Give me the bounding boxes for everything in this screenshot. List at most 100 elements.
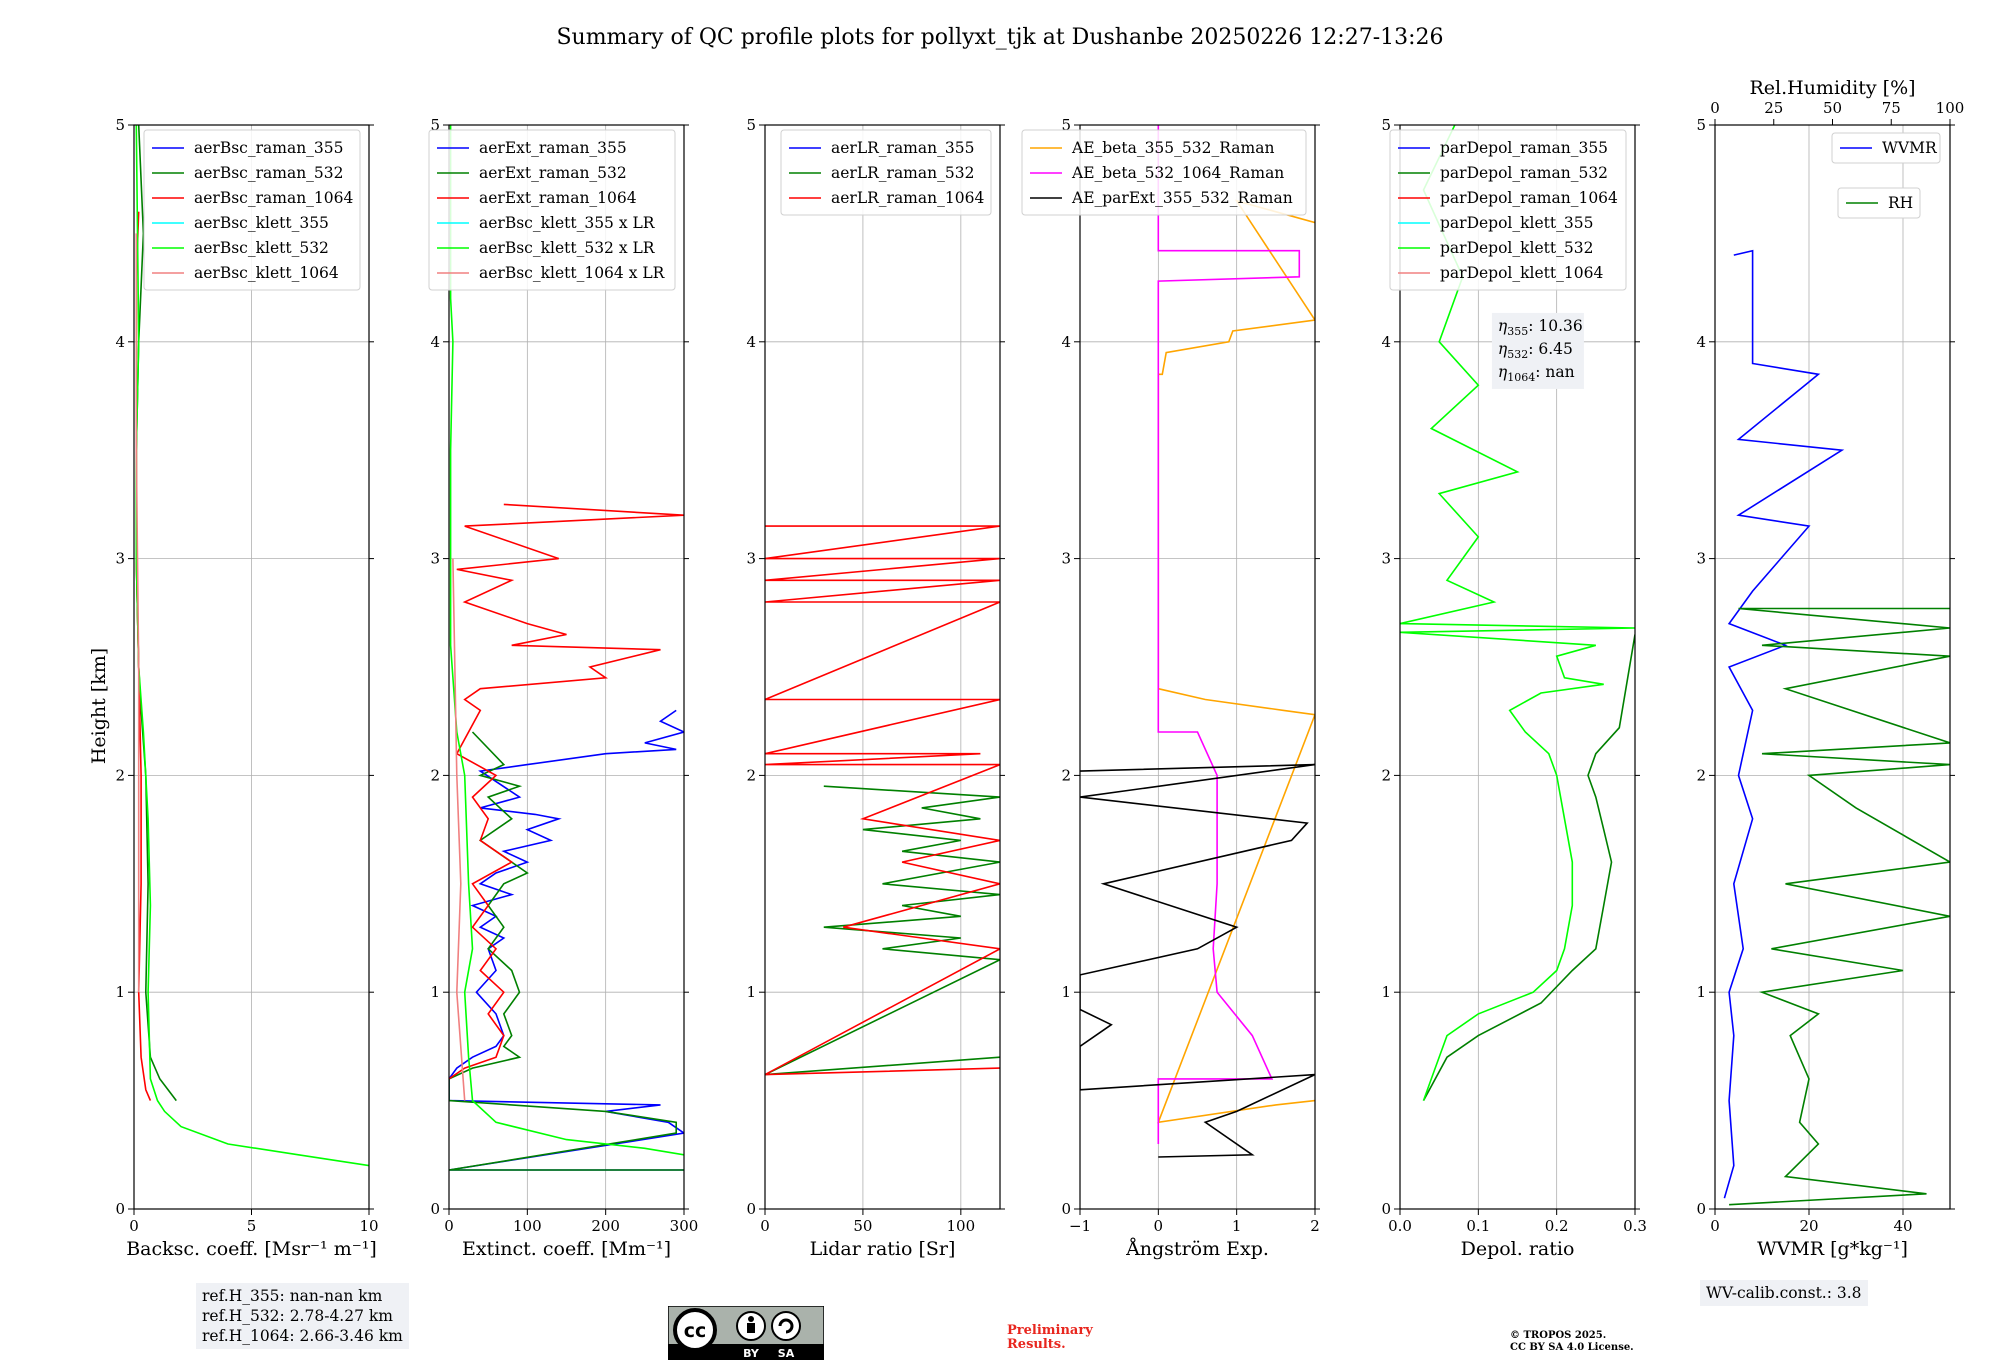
legend-label: aerBsc_raman_355	[194, 139, 344, 157]
panel-depol: 0.0 0.1 0.2 0.3 0 1 2 3 4 5 Depol. ratio parDepol_r…	[1381, 116, 1646, 1260]
x-tick-label: 0	[760, 1217, 770, 1235]
series-line-parDepol_klett_532	[1400, 125, 1635, 1101]
copyright-note: © TROPOS 2025. CC BY SA 4.0 License.	[1510, 1330, 1634, 1354]
legend-label: aerBsc_klett_1064	[194, 264, 339, 282]
legend-box	[1837, 187, 1921, 219]
series-line-AE_parExt_355_532_Raman	[1080, 763, 1315, 1158]
eta-line: η1064: nan	[1498, 363, 1575, 384]
y-tick-label: 4	[1381, 333, 1391, 351]
x-axis-label: Backsc. coeff. [Msr⁻¹ m⁻¹]	[126, 1238, 377, 1260]
legend-label: aerLR_raman_532	[831, 164, 974, 182]
series-group	[1400, 125, 1635, 1101]
eta-line: η355: 10.36	[1498, 317, 1583, 338]
legend-label: AE_beta_532_1064_Raman	[1071, 164, 1284, 182]
ref-h-532: ref.H_532: 2.78-4.27 km	[202, 1307, 393, 1325]
sa-label: SA	[778, 1347, 795, 1360]
x-tick-label: −1	[1069, 1217, 1091, 1235]
legend-label: WVMR	[1882, 139, 1938, 157]
top-x-axis-label: Rel.Humidity [%]	[1749, 77, 1915, 99]
panel-lr: 0 50 100 0 1 2 3 4 5 Lidar ratio [Sr] aerLR_raman_…	[746, 116, 1005, 1260]
x-tick-label: 100	[513, 1217, 542, 1235]
series-line-aerBsc_klett_1064	[135, 233, 140, 993]
x-tick-label: 1	[1232, 1217, 1242, 1235]
y-tick-label: 5	[115, 116, 125, 134]
series-group	[1080, 125, 1315, 1158]
legend-box	[428, 129, 676, 291]
legend-box	[780, 129, 992, 216]
legend-label: aerExt_raman_1064	[479, 189, 637, 207]
legend-label: aerBsc_klett_532	[194, 239, 329, 257]
y-tick-label: 1	[1381, 983, 1391, 1001]
panel-ext: 0 100 200 300 0 1 2 3 4 5 Extinct. coeff. [Mm⁻¹] ae…	[428, 116, 699, 1260]
legend-label: parDepol_raman_532	[1440, 164, 1608, 182]
y-tick-label: 3	[1696, 550, 1706, 568]
legend-box	[1021, 129, 1307, 216]
series-group	[449, 125, 684, 1171]
legend-label: AE_parExt_355_532_Raman	[1071, 189, 1293, 207]
y-tick-label: 5	[1061, 116, 1071, 134]
plot-frame	[1399, 124, 1636, 1210]
top-x-tick-label: 100	[1936, 99, 1965, 117]
legend-label: aerBsc_klett_355	[194, 214, 329, 232]
y-tick-label: 4	[1061, 333, 1071, 351]
legend-label: aerBsc_raman_532	[194, 164, 344, 182]
y-tick-label: 0	[1061, 1200, 1071, 1218]
y-tick-label: 5	[1381, 116, 1391, 134]
x-tick-label: 0.0	[1388, 1217, 1412, 1235]
panel-wv: 0 20 40 0 1 2 3 4 5 WVMR [g*kg⁻¹] 0 25 50 75 100 Rel.Hu…	[1696, 77, 1964, 1260]
y-tick-label: 0	[430, 1200, 440, 1218]
y-tick-label: 0	[1696, 1200, 1706, 1218]
y-tick-label: 3	[1061, 550, 1071, 568]
x-tick-label: 300	[670, 1217, 699, 1235]
series-group	[135, 125, 369, 1167]
x-tick-label: 40	[1893, 1217, 1912, 1235]
x-axis-label: Extinct. coeff. [Mm⁻¹]	[462, 1238, 671, 1260]
x-tick-label: 0	[444, 1217, 454, 1235]
x-tick-label: 0.1	[1466, 1217, 1490, 1235]
y-tick-label: 5	[746, 116, 756, 134]
x-axis-label: Depol. ratio	[1461, 1238, 1575, 1260]
series-line-aerBsc_klett_532 x LR	[449, 125, 684, 1156]
top-x-tick-label: 50	[1823, 99, 1842, 117]
series-line-aerExt_raman_1064	[449, 503, 684, 1080]
sa-icon	[771, 1311, 801, 1341]
legend-label: RH	[1888, 194, 1913, 212]
x-tick-label: 20	[1799, 1217, 1818, 1235]
y-tick-label: 4	[746, 333, 756, 351]
legend-box	[1389, 129, 1627, 291]
wv-calib-box: WV-calib.const.: 3.8	[1700, 1280, 1868, 1306]
y-tick-label: 0	[1381, 1200, 1391, 1218]
top-x-tick-label: 0	[1710, 99, 1720, 117]
series-line-aerLR_raman_532	[765, 785, 1000, 1076]
y-tick-label: 3	[430, 550, 440, 568]
ref-h-1064: ref.H_1064: 2.66-3.46 km	[202, 1327, 403, 1345]
plot-frame	[1079, 124, 1316, 1210]
y-tick-label: 2	[1696, 766, 1706, 784]
legend-label: aerBsc_klett_355 x LR	[479, 214, 656, 232]
eta-line: η532: 6.45	[1498, 340, 1573, 361]
legend-box	[143, 129, 361, 291]
y-tick-label: 1	[115, 983, 125, 1001]
legend-label: parDepol_raman_1064	[1440, 189, 1618, 207]
y-tick-label: 5	[430, 116, 440, 134]
y-tick-label: 1	[1696, 983, 1706, 1001]
y-tick-label: 1	[746, 983, 756, 1001]
x-tick-label: 0	[1154, 1217, 1164, 1235]
series-line-RH	[1729, 607, 1950, 1206]
plot-frame	[1714, 124, 1951, 1210]
preliminary-line-1: Preliminary	[1007, 1323, 1093, 1338]
ref-h-355: ref.H_355: nan-nan km	[202, 1287, 383, 1305]
copyright-line-2: CC BY SA 4.0 License.	[1510, 1342, 1634, 1353]
legend-label: aerExt_raman_532	[479, 164, 627, 182]
plot-frame	[448, 124, 685, 1210]
y-tick-label: 4	[430, 333, 440, 351]
eta-box	[1491, 312, 1584, 389]
x-axis-label: Ångström Exp.	[1125, 1238, 1269, 1260]
chart-title: Summary of QC profile plots for pollyxt_…	[556, 25, 1443, 50]
panel-bsc: 0 5 10 0 1 2 3 4 5 Backsc. coeff. [Msr⁻¹ m⁻¹] aerB…	[115, 116, 378, 1260]
x-tick-label: 0	[1710, 1217, 1720, 1235]
x-tick-label: 100	[947, 1217, 976, 1235]
